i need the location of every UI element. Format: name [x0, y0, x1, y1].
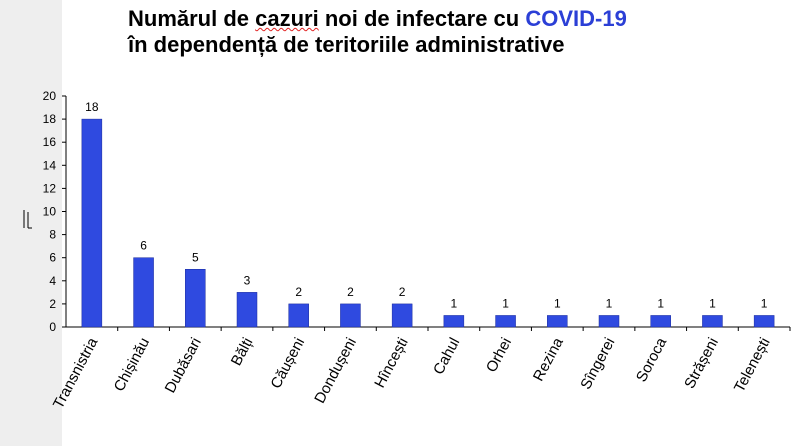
bar-value-label: 1: [657, 296, 664, 310]
x-category-label: Bălți: [228, 335, 257, 369]
y-tick-label: 6: [49, 251, 56, 265]
bar-value-label: 1: [451, 296, 458, 310]
title-line-1: Numărul de cazuri noi de infectare cu CO…: [128, 6, 627, 32]
bar-value-label: 2: [347, 285, 354, 299]
x-category-label: Soroca: [633, 334, 671, 385]
bar-value-label: 1: [554, 296, 561, 310]
bar: [133, 257, 154, 328]
bar-value-label: 5: [192, 250, 199, 264]
bar: [702, 315, 723, 328]
title-text-b: noi de infectare cu: [318, 6, 526, 31]
y-axis-marker-glyph: [23, 210, 32, 229]
bar: [185, 269, 206, 328]
y-axis-label-marker: [22, 210, 32, 230]
y-tick-label: 4: [49, 274, 56, 288]
bar-value-label: 3: [244, 273, 251, 287]
x-category-label: Hîncești: [371, 335, 411, 391]
x-category-label: Cahul: [430, 335, 463, 378]
bar-value-label: 1: [761, 296, 768, 310]
bar: [547, 315, 568, 328]
bar-value-label: 1: [502, 296, 509, 310]
bar: [340, 303, 361, 328]
x-category-label: Dubăsari: [162, 335, 205, 396]
x-category-label: Transnistria: [50, 334, 102, 411]
chart-title: Numărul de cazuri noi de infectare cu CO…: [128, 6, 627, 58]
title-text-accent: COVID-19: [525, 6, 627, 31]
bar: [443, 315, 465, 328]
bar: [81, 118, 103, 328]
bar: [495, 315, 516, 328]
x-category-label: Căușeni: [267, 335, 308, 392]
y-tick-label: 20: [43, 89, 57, 103]
x-category-label: Strășeni: [681, 335, 722, 392]
left-margin-strip: [0, 0, 62, 446]
bar: [236, 292, 258, 328]
bar-value-label: 1: [606, 296, 613, 310]
y-tick-label: 14: [43, 158, 57, 172]
title-text-underlined: cazuri: [255, 6, 319, 31]
y-tick-label: 2: [49, 297, 56, 311]
bar: [598, 315, 620, 328]
bar-value-label: 1: [709, 296, 716, 310]
y-tick-label: 10: [43, 205, 57, 219]
bar: [391, 303, 413, 328]
bar: [650, 315, 671, 328]
x-category-label: Orhei: [483, 335, 515, 375]
x-category-label: Dondușeni: [311, 335, 360, 406]
bar: [288, 303, 309, 328]
y-tick-label: 18: [43, 112, 57, 126]
bar-value-label: 2: [295, 285, 302, 299]
y-tick-label: 0: [49, 320, 56, 334]
y-tick-label: 12: [43, 181, 57, 195]
title-line-2: în dependență de teritoriile administrat…: [128, 32, 565, 57]
x-category-label: Telenești: [731, 335, 774, 395]
bar-value-label: 6: [140, 239, 147, 253]
bar: [753, 315, 775, 328]
title-text-a: Numărul de: [128, 6, 256, 31]
x-category-label: Rezina: [530, 334, 567, 384]
y-tick-label: 8: [49, 228, 56, 242]
y-tick-label: 16: [43, 135, 57, 149]
x-category-label: Sîngerei: [577, 335, 618, 392]
bar-value-label: 18: [85, 100, 99, 114]
bar-value-label: 2: [399, 285, 406, 299]
x-category-label: Chișinău: [111, 335, 153, 395]
